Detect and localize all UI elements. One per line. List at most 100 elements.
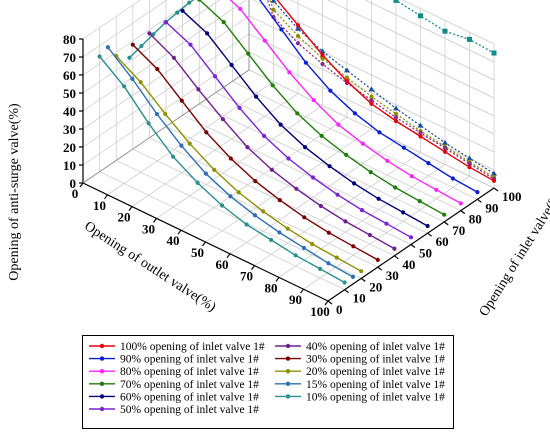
back-wall-line-marker: [393, 115, 399, 120]
series-line-marker: [344, 152, 349, 157]
grid-line: [232, 80, 478, 200]
y-tick-label: 50: [419, 246, 432, 261]
series-line-marker: [392, 246, 397, 251]
series-line-marker: [138, 80, 143, 85]
series-line-marker: [336, 122, 341, 127]
series-line-marker: [285, 226, 290, 231]
y-tick-mark: [443, 221, 449, 226]
grid-line: [303, 175, 470, 290]
series-line-marker: [301, 245, 306, 250]
back-wall-line-marker: [491, 170, 497, 176]
legend-swatch-marker: [99, 381, 105, 386]
series-line-marker: [467, 165, 472, 170]
series-line-marker: [269, 237, 274, 242]
series-line-marker: [393, 118, 399, 124]
y-tick-mark: [344, 289, 349, 294]
x-tick-mark: [226, 253, 231, 259]
series-line-marker: [318, 266, 323, 271]
grid-line: [248, 69, 495, 189]
series-line-marker: [303, 145, 308, 150]
z-axis-title: Opening of anti-surge valve(%): [7, 103, 22, 281]
back-wall-line-marker: [393, 105, 399, 111]
series-line-marker: [261, 209, 266, 214]
series-line-marker: [220, 203, 225, 208]
legend-swatch-marker: [285, 343, 291, 349]
back-wall-line-marker: [344, 75, 350, 80]
z-tick-label: 30: [63, 122, 76, 137]
legend-label: 10% opening of inlet valve 1#: [306, 391, 445, 403]
y-tick-mark: [427, 232, 432, 237]
series-line-marker: [367, 232, 372, 238]
series-line-marker: [311, 98, 316, 103]
series-line-marker: [369, 101, 374, 106]
series-line-marker: [203, 171, 208, 176]
series-line-marker: [236, 190, 241, 195]
x-tick-label: 30: [142, 221, 155, 236]
y-tick-mark: [410, 244, 416, 248]
series-line-marker: [385, 158, 390, 163]
grid-line: [82, 51, 250, 166]
series-line-marker: [228, 156, 233, 161]
series-line-marker: [195, 180, 200, 185]
series-line-marker: [295, 23, 301, 28]
series-line-marker: [105, 45, 110, 50]
back-wall-line-marker: [295, 41, 301, 46]
series-line-marker: [318, 203, 323, 209]
series-line-marker: [130, 42, 135, 47]
z-tick-label: 40: [63, 104, 76, 119]
y-tick-mark: [327, 300, 333, 305]
series-line-marker: [221, 20, 226, 25]
series-line-marker: [327, 164, 332, 169]
series-line-marker: [319, 133, 324, 138]
series-line-marker: [293, 253, 298, 258]
back-wall-line-marker: [368, 86, 375, 92]
series-line-marker: [277, 230, 282, 235]
series-line-marker: [450, 176, 455, 181]
series-line-marker: [228, 194, 233, 199]
series-line-marker: [163, 20, 169, 25]
series-line-marker: [350, 274, 355, 279]
legend-label: 70% opening of inlet valve 1#: [120, 379, 259, 391]
back-wall-line-marker: [418, 130, 423, 135]
x-tick-label: 20: [118, 210, 131, 225]
legend-swatch-marker: [99, 356, 105, 361]
series-line-marker: [279, 27, 284, 32]
series-line-marker: [237, 105, 242, 110]
series-line-marker: [326, 261, 331, 266]
side-wall-line-marker: [187, 0, 192, 5]
z-tick-label: 80: [63, 32, 76, 47]
series-line-marker: [342, 280, 347, 285]
legend-swatch-marker: [99, 369, 105, 374]
grid-line: [82, 0, 141, 40]
legend-label: 20% opening of inlet valve 1#: [306, 366, 445, 378]
back-wall-line-marker: [320, 56, 325, 61]
x-tick-label: 60: [216, 257, 229, 272]
y-tick-mark: [377, 266, 383, 271]
back-wall-line-marker: [491, 50, 497, 56]
series-line-marker: [294, 186, 299, 191]
series-line-marker: [295, 111, 300, 116]
x-tick-label: 10: [93, 198, 106, 213]
series-line-marker: [442, 149, 448, 154]
back-wall-line-marker: [467, 36, 472, 42]
x-tick-mark: [128, 206, 133, 211]
series-line-marker: [408, 235, 414, 240]
back-wall-line-marker: [442, 28, 448, 34]
series-line: [107, 46, 354, 278]
series-line-marker: [417, 199, 422, 204]
grid-line: [82, 0, 194, 76]
series-line-marker: [254, 94, 259, 99]
back-wall-line-marker: [270, 0, 277, 3]
series-line-marker: [310, 175, 316, 180]
back-wall-line-marker: [295, 33, 301, 39]
back-wall-line-marker: [418, 13, 423, 19]
series-line-marker: [359, 269, 364, 274]
z-tick-label: 10: [63, 158, 76, 173]
x-tick-mark: [177, 229, 182, 235]
back-wall-line-marker: [442, 146, 448, 151]
series-line-marker: [212, 167, 217, 172]
x-tick-mark: [202, 241, 206, 247]
grid-line: [165, 126, 412, 245]
series-line-marker: [360, 141, 365, 146]
grid-line: [199, 103, 445, 223]
